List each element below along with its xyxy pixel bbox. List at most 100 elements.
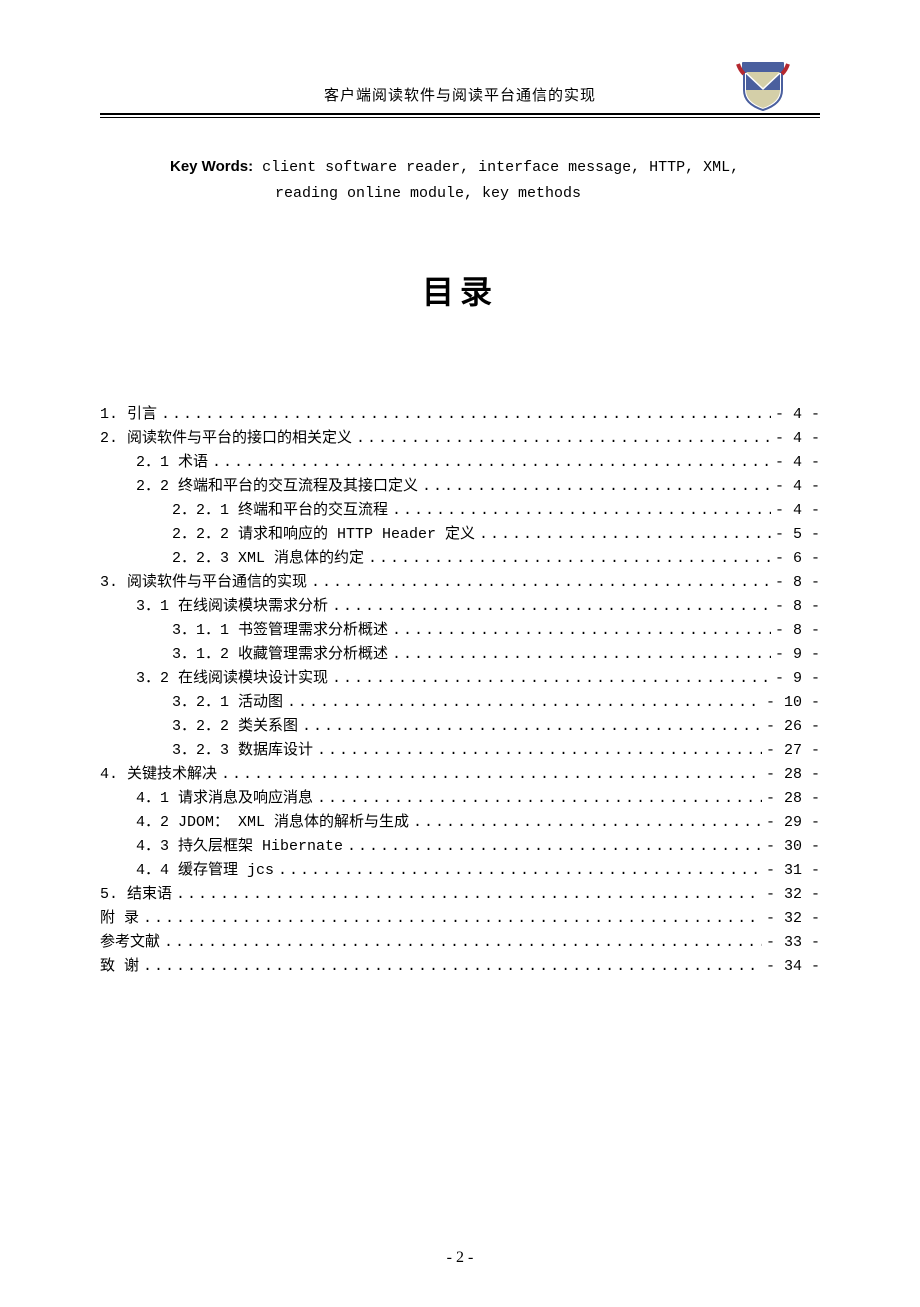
document-page: 客户端阅读软件与阅读平台通信的实现 Key Words: client soft… [0,0,920,1307]
toc-leader-dots [143,955,762,979]
toc-entry: 4．4 缓存管理 jcs - 31 - [100,859,820,883]
toc-entry: 3．2．1 活动图 - 10 - [100,691,820,715]
toc-leader-dots [347,835,762,859]
toc-leader-dots [317,787,762,811]
toc-leader-dots [392,643,771,667]
toc-entry: 2．2．2 请求和响应的 HTTP Header 定义 - 5 - [100,523,820,547]
toc-leader-dots [413,811,762,835]
toc-entry-page: - 4 - [775,403,820,427]
toc-entry-label: 4．3 持久层框架 Hibernate [136,835,343,859]
toc-entry-page: - 4 - [775,451,820,475]
toc-leader-dots [221,763,762,787]
toc-entry: 4．1 请求消息及响应消息 - 28 - [100,787,820,811]
toc-entry: 3. 阅读软件与平台通信的实现 - 8 - [100,571,820,595]
toc-entry-page: - 32 - [766,883,820,907]
toc-entry: 2．2．1 终端和平台的交互流程 - 4 - [100,499,820,523]
toc-entry: 3．2 在线阅读模块设计实现 - 9 - [100,667,820,691]
toc-entry-page: - 27 - [766,739,820,763]
toc-leader-dots [422,475,771,499]
toc-entry-page: - 8 - [775,595,820,619]
toc-entry: 4．2 JDOM： XML 消息体的解析与生成 - 29 - [100,811,820,835]
toc-leader-dots [143,907,762,931]
toc-leader-dots [392,619,771,643]
toc-entry-label: 3．1．1 书签管理需求分析概述 [172,619,388,643]
toc-entry: 3．2．2 类关系图 - 26 - [100,715,820,739]
toc-entry-page: - 32 - [766,907,820,931]
toc-entry-label: 5. 结束语 [100,883,172,907]
toc-entry-label: 2．2．2 请求和响应的 HTTP Header 定义 [172,523,475,547]
toc-entry-page: - 26 - [766,715,820,739]
toc-entry: 4．3 持久层框架 Hibernate - 30 - [100,835,820,859]
toc-entry-label: 3．1．2 收藏管理需求分析概述 [172,643,388,667]
toc-entry-label: 1. 引言 [100,403,157,427]
toc-entry: 2. 阅读软件与平台的接口的相关定义 - 4 - [100,427,820,451]
toc-entry: 5. 结束语 - 32 - [100,883,820,907]
toc-entry-label: 3．2．2 类关系图 [172,715,298,739]
toc-leader-dots [479,523,771,547]
toc-entry-label: 2. 阅读软件与平台的接口的相关定义 [100,427,352,451]
toc-entry-label: 附 录 [100,907,139,931]
keywords-line-1: Key Words: client software reader, inter… [170,154,820,181]
toc-entry: 2．2．3 XML 消息体的约定 - 6 - [100,547,820,571]
toc-entry-page: - 6 - [775,547,820,571]
toc-entry-label: 2．2．3 XML 消息体的约定 [172,547,364,571]
page-number: - 2 - [100,1249,820,1267]
toc-leader-dots [176,883,762,907]
toc-leader-dots [332,595,771,619]
toc-leader-dots [212,451,771,475]
page-header: 客户端阅读软件与阅读平台通信的实现 [100,60,820,118]
toc-leader-dots [392,499,771,523]
toc-entry-label: 2．1 术语 [136,451,208,475]
toc-entry-page: - 8 - [775,571,820,595]
toc-entry: 1. 引言 - 4 - [100,403,820,427]
toc-entry-label: 4. 关键技术解决 [100,763,217,787]
toc-entry-label: 参考文献 [100,931,160,955]
table-of-contents: 1. 引言 - 4 -2. 阅读软件与平台的接口的相关定义 - 4 -2．1 术… [100,403,820,979]
toc-entry: 参考文献 - 33 - [100,931,820,955]
toc-entry-label: 3. 阅读软件与平台通信的实现 [100,571,307,595]
toc-leader-dots [356,427,771,451]
keywords-line-2: reading online module, key methods [170,181,820,207]
toc-entry-page: - 9 - [775,643,820,667]
toc-entry-page: - 29 - [766,811,820,835]
toc-entry-label: 3．1 在线阅读模块需求分析 [136,595,328,619]
toc-leader-dots [317,739,762,763]
toc-leader-dots [368,547,771,571]
toc-entry-page: - 10 - [766,691,820,715]
toc-entry: 3．1 在线阅读模块需求分析 - 8 - [100,595,820,619]
keywords-block: Key Words: client software reader, inter… [100,154,820,207]
toc-entry-page: - 5 - [775,523,820,547]
toc-entry-label: 3．2 在线阅读模块设计实现 [136,667,328,691]
toc-leader-dots [332,667,771,691]
keywords-text-1: client software reader, interface messag… [253,159,739,176]
toc-entry-label: 4．4 缓存管理 jcs [136,859,274,883]
toc-entry: 2．2 终端和平台的交互流程及其接口定义 - 4 - [100,475,820,499]
toc-leader-dots [287,691,762,715]
header-divider [100,113,820,118]
toc-entry-page: - 28 - [766,787,820,811]
toc-entry-page: - 8 - [775,619,820,643]
university-logo-icon [736,60,790,117]
toc-entry: 2．1 术语 - 4 - [100,451,820,475]
toc-entry: 3．2．3 数据库设计 - 27 - [100,739,820,763]
toc-entry-page: - 30 - [766,835,820,859]
toc-entry-label: 3．2．1 活动图 [172,691,283,715]
toc-leader-dots [311,571,771,595]
header-title: 客户端阅读软件与阅读平台通信的实现 [324,84,596,105]
toc-entry-page: - 4 - [775,475,820,499]
toc-entry-page: - 28 - [766,763,820,787]
keywords-label: Key Words: [170,158,253,175]
toc-entry-label: 3．2．3 数据库设计 [172,739,313,763]
toc-entry: 3．1．2 收藏管理需求分析概述 - 9 - [100,643,820,667]
toc-entry-page: - 9 - [775,667,820,691]
toc-entry: 3．1．1 书签管理需求分析概述 - 8 - [100,619,820,643]
toc-leader-dots [278,859,762,883]
toc-entry-label: 致 谢 [100,955,139,979]
toc-heading: 目录 [100,267,820,313]
toc-entry-label: 2．2．1 终端和平台的交互流程 [172,499,388,523]
toc-entry-page: - 33 - [766,931,820,955]
toc-entry-label: 2．2 终端和平台的交互流程及其接口定义 [136,475,418,499]
toc-entry-page: - 4 - [775,427,820,451]
toc-entry: 附 录 - 32 - [100,907,820,931]
toc-leader-dots [164,931,762,955]
